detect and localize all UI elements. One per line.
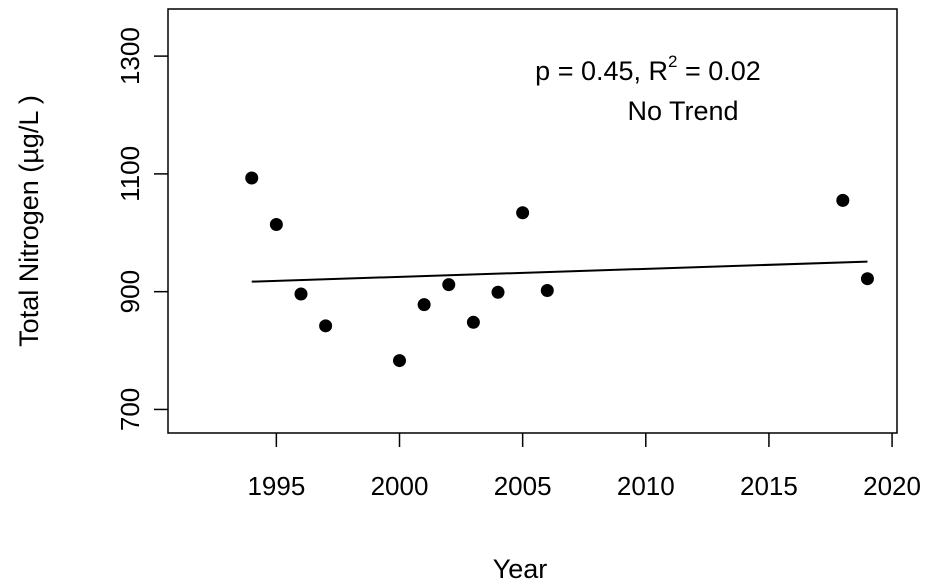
data-point-1995 bbox=[269, 218, 283, 232]
stats-annotation: p = 0.45, R2 = 0.02 bbox=[535, 52, 761, 86]
stats-superscript: 2 bbox=[668, 52, 677, 71]
stats-prefix: p = 0.45, R bbox=[535, 56, 668, 86]
data-point-1994 bbox=[245, 171, 259, 185]
trend-line-group bbox=[251, 260, 868, 283]
y-tick-label-1100: 1100 bbox=[115, 146, 145, 202]
data-point-2003 bbox=[466, 315, 480, 329]
trend-annotation: No Trend bbox=[627, 96, 738, 126]
y-tick-label-700: 700 bbox=[115, 388, 145, 431]
data-point-2001 bbox=[417, 298, 431, 312]
stats-suffix: = 0.02 bbox=[677, 56, 760, 86]
y-axis: 700 900 1100 1300 bbox=[115, 27, 168, 431]
data-point-1997 bbox=[319, 319, 333, 333]
x-tick-label-2000: 2000 bbox=[371, 471, 429, 501]
data-point-2000 bbox=[393, 354, 407, 368]
x-tick-label-2010: 2010 bbox=[617, 471, 675, 501]
trend-line bbox=[251, 260, 868, 283]
data-point-2005 bbox=[516, 206, 530, 220]
x-tick-label-2005: 2005 bbox=[494, 471, 552, 501]
data-point-2018 bbox=[836, 193, 850, 207]
data-point-2006 bbox=[540, 283, 554, 297]
x-tick-label-2020: 2020 bbox=[863, 471, 921, 501]
y-tick-label-900: 900 bbox=[115, 270, 145, 313]
data-points bbox=[245, 171, 874, 368]
x-axis-title: Year bbox=[493, 554, 548, 584]
plot-area-frame bbox=[167, 8, 898, 434]
y-tick-label-1300: 1300 bbox=[115, 27, 145, 85]
y-axis-title: Total Nitrogen (µg/L ) bbox=[14, 95, 44, 347]
data-point-1996 bbox=[294, 287, 308, 301]
x-axis: 1995 2000 2005 2010 2015 2020 bbox=[247, 433, 921, 501]
data-point-2002 bbox=[442, 278, 456, 292]
x-tick-label-1995: 1995 bbox=[247, 471, 305, 501]
data-point-2019 bbox=[860, 272, 874, 286]
data-point-2004 bbox=[491, 285, 505, 299]
x-tick-label-2015: 2015 bbox=[740, 471, 798, 501]
